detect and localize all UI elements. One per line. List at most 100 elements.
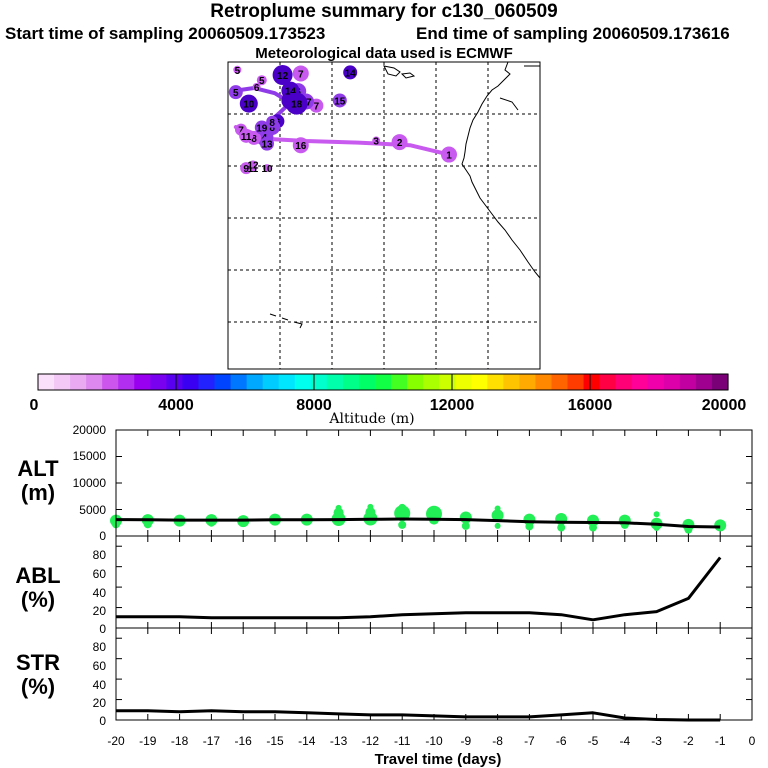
- colorbar-cell: [166, 374, 184, 390]
- marker-day-label: 7: [298, 69, 304, 80]
- marker-day-label: 3: [373, 137, 379, 148]
- alt-point: [494, 522, 501, 529]
- colorbar-label: 12000: [430, 397, 475, 414]
- colorbar-cell: [455, 374, 472, 390]
- trajectory-marker: [441, 146, 457, 163]
- x-tick-label: -11: [394, 734, 411, 748]
- colorbar-cell: [86, 374, 103, 390]
- alt-tick-label: 15000: [73, 449, 107, 463]
- str-tick-label: 20: [93, 696, 107, 710]
- x-tick-labels: -20 -19 -18 -17 -16 -15 -14 -13 -12 -11 -10 -9 -8 -7-…: [107, 734, 755, 748]
- colorbar-cell: [631, 374, 649, 390]
- marker-day-label: 12: [247, 160, 259, 171]
- colorbar-title: Altitude (m): [328, 411, 414, 427]
- marker-day-label: 11: [241, 132, 252, 143]
- trajectory-marker: [292, 65, 309, 82]
- coastline: [269, 61, 541, 329]
- colorbar-cell: [310, 374, 328, 390]
- colorbar-cell: [583, 374, 601, 390]
- abl-tick-label: 0: [99, 622, 106, 636]
- x-tick-label: -19: [139, 734, 157, 748]
- x-tick-label: -3: [651, 734, 662, 748]
- colorbar-cell: [214, 374, 232, 390]
- colorbar-cell: [326, 374, 344, 390]
- marker-day-label: 6: [254, 83, 260, 94]
- abl-panel-unit: (%): [21, 587, 55, 612]
- colorbar-cell: [230, 374, 248, 390]
- x-tick-label: -7: [524, 734, 535, 748]
- start-time: Start time of sampling 20060509.173523: [5, 24, 326, 43]
- panel-ticks: [115, 429, 753, 721]
- trajectory-marker: [343, 65, 358, 80]
- colorbar-cell: [374, 374, 392, 390]
- colorbar-cell: [262, 374, 280, 390]
- colorbar-cell: [38, 374, 55, 390]
- trajectory-map: 1234455566677788891010111112121314141516…: [227, 61, 541, 370]
- marker-day-label: 5: [233, 88, 239, 99]
- x-tick-label: -12: [362, 734, 380, 748]
- alt-point: [557, 523, 566, 532]
- met-data-label: Meteorological data used is ECMWF: [255, 45, 513, 62]
- panel-lines: [115, 517, 722, 722]
- str-tick-label: 0: [99, 714, 106, 728]
- x-tick-label: -1: [715, 734, 726, 748]
- colorbar-cell: [342, 374, 360, 390]
- marker-day-label: 11: [248, 164, 259, 175]
- alt-point: [459, 511, 472, 524]
- trajectory-marker: [252, 82, 261, 91]
- colorbar-cells: [38, 374, 729, 390]
- aleutian-island: [400, 72, 416, 79]
- marker-day-label: 12: [277, 71, 289, 82]
- alt-tick-label: 5000: [79, 503, 106, 517]
- trajectory-marker: [292, 137, 309, 154]
- colorbar-cell: [198, 374, 216, 390]
- x-tick-label: -8: [492, 734, 503, 748]
- x-tick-label: -16: [235, 734, 253, 748]
- colorbar-cell: [358, 374, 376, 390]
- alt-point: [491, 509, 504, 522]
- trajectory-marker: [228, 85, 243, 100]
- colorbar-cell: [551, 374, 569, 390]
- trajectory-marker: [332, 93, 347, 108]
- alt-point: [714, 519, 727, 532]
- marker-day-label: 5: [235, 66, 241, 77]
- marker-day-label: 14: [285, 87, 297, 98]
- colorbar-cell: [439, 374, 456, 390]
- colorbar-cell: [407, 374, 424, 390]
- x-tick-label: -13: [330, 734, 348, 748]
- alt-panel-label: ALT: [17, 456, 59, 481]
- marker-day-label: 18: [291, 100, 303, 111]
- str-panel-frame: [115, 627, 753, 721]
- trajectory-marker: [285, 92, 308, 115]
- coast-detail: [499, 97, 519, 111]
- x-tick-label: -6: [556, 734, 567, 748]
- marker-day-label: 2: [397, 138, 403, 149]
- marker-day-label: 7: [314, 102, 320, 113]
- trajectory-marker: [372, 136, 381, 145]
- colorbar-cell: [679, 374, 697, 390]
- alt-point: [335, 504, 342, 511]
- trajectory-marker: [263, 164, 271, 173]
- alt-points: [110, 503, 727, 534]
- alt-point: [494, 505, 501, 512]
- colorbar-cell: [711, 374, 729, 390]
- marker-day-label: 9: [243, 164, 249, 175]
- alt-tick-label: 0: [99, 529, 106, 543]
- marker-day-label: 19: [256, 124, 268, 135]
- colorbar-cell: [118, 374, 135, 390]
- alt-point: [208, 520, 215, 527]
- marker-day-label: 8: [269, 123, 275, 134]
- x-tick-label: -20: [107, 734, 125, 748]
- marker-day-label: 10: [243, 100, 255, 111]
- colorbar-cell: [471, 374, 488, 390]
- abl-tick-label: 40: [93, 586, 107, 600]
- alt-point: [589, 523, 597, 532]
- marker-day-label: 1: [446, 151, 452, 162]
- colorbar-cell: [246, 374, 264, 390]
- x-tick-label: -18: [171, 734, 189, 748]
- str-tick-label: 40: [93, 678, 107, 692]
- x-tick-label: -9: [460, 734, 471, 748]
- alt-point: [394, 505, 411, 522]
- trajectory-marker: [256, 75, 267, 86]
